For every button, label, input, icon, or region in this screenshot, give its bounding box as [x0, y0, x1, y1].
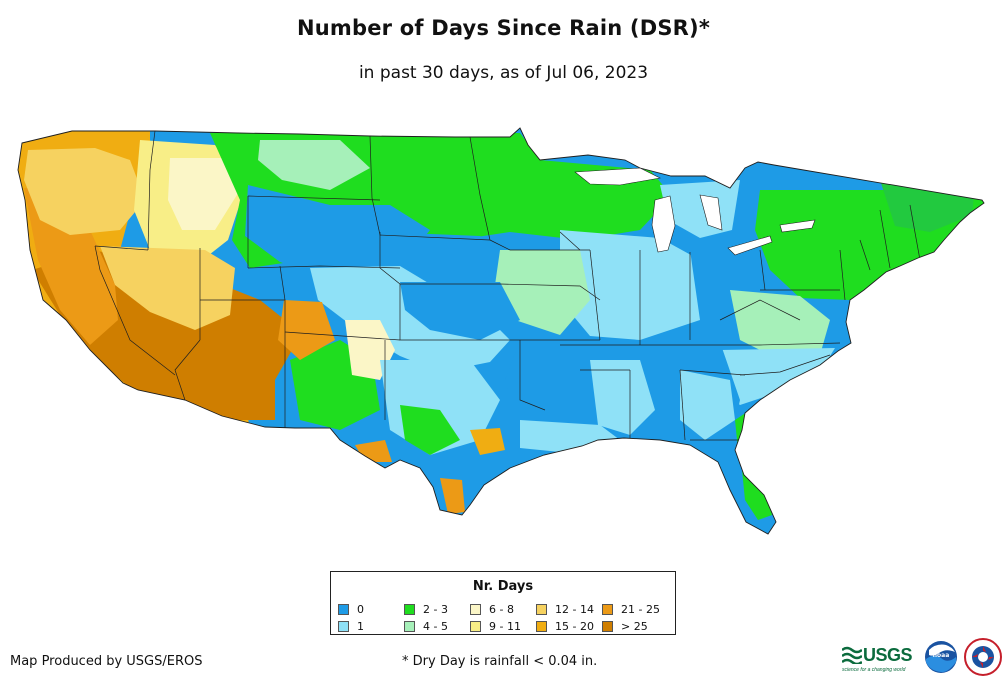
usgs-wave-icon — [842, 646, 862, 664]
georgia-green — [735, 410, 760, 460]
legend-title: Nr. Days — [472, 579, 534, 594]
lake-huron — [699, 194, 723, 231]
legend-item: 1 — [338, 618, 404, 635]
mid-atlantic-mixed — [730, 290, 830, 360]
new-mexico-dry-patch — [278, 300, 335, 360]
southern-plains-light-blue — [310, 266, 510, 372]
lake-superior — [574, 167, 661, 186]
legend-swatch — [338, 604, 349, 615]
svg-text:noaa: noaa — [933, 652, 950, 659]
map-title: Number of Days Since Rain (DSR)* — [296, 16, 711, 40]
dsr-raster-layer — [18, 128, 984, 534]
legend-item: 21 - 25 — [602, 601, 668, 618]
alabama-light-blue — [680, 370, 735, 440]
lake-erie — [727, 235, 773, 256]
state-boundaries — [94, 130, 921, 441]
legend-item: 6 - 8 — [470, 601, 536, 618]
map-producer-credit: Map Produced by USGS/EROS — [10, 654, 203, 669]
legend-swatch — [536, 604, 547, 615]
legend-label: 21 - 25 — [621, 603, 660, 616]
florida-blue — [700, 440, 776, 534]
legend-label: 15 - 20 — [555, 620, 594, 633]
florida-green — [742, 470, 772, 520]
usgs-tagline: science for a changing world — [842, 667, 906, 673]
california-coast-dry-region — [24, 188, 118, 345]
map-subtitle: in past 30 days, as of Jul 06, 2023 — [358, 63, 649, 83]
legend-swatch — [470, 621, 481, 632]
legend-label: 6 - 8 — [489, 603, 514, 616]
legend-label: 1 — [357, 620, 364, 633]
legend-item: 0 — [338, 601, 404, 618]
noaa-logo-icon: noaa — [925, 641, 957, 673]
iowa-light-green — [495, 250, 590, 335]
legend-swatch — [602, 621, 613, 632]
legend-swatch — [536, 621, 547, 632]
carolinas-light-blue — [715, 348, 835, 405]
northern-plains-light-green — [258, 140, 370, 190]
legend-label: > 25 — [621, 620, 648, 633]
nevada-utah-dry-region — [100, 246, 235, 330]
national-weather-service-logo-icon — [964, 638, 1002, 676]
legend-item: > 25 — [602, 618, 668, 635]
legend-label: 4 - 5 — [423, 620, 448, 633]
legend-swatch — [404, 604, 415, 615]
legend-grid: 0 1 2 - 3 4 - 5 6 - 8 9 - 11 12 - 14 15 — [338, 601, 668, 635]
legend-item: 9 - 11 — [470, 618, 536, 635]
legend-swatch — [338, 621, 349, 632]
legend-item: 12 - 14 — [536, 601, 602, 618]
legend-swatch — [404, 621, 415, 632]
mississippi-light-blue — [590, 360, 655, 435]
midwest-light-blue — [560, 230, 700, 340]
legend-swatch — [602, 604, 613, 615]
legend-label: 2 - 3 — [423, 603, 448, 616]
legend-item: 2 - 3 — [404, 601, 470, 618]
kansas-blue — [400, 282, 520, 340]
legend-label: 12 - 14 — [555, 603, 594, 616]
legend-swatch — [470, 604, 481, 615]
legend-label: 9 - 11 — [489, 620, 521, 633]
usgs-wordmark: USGS — [863, 645, 913, 665]
south-texas-dry-patch — [440, 478, 465, 514]
central-rockies-light-yellow — [168, 158, 240, 230]
usgs-logo: USGS science for a changing world — [842, 644, 922, 674]
oregon-washington-dry-region — [24, 148, 145, 235]
texas-coast-dry-patch — [470, 428, 505, 455]
lake-ontario — [779, 219, 816, 233]
legend: Nr. Days 0 1 2 - 3 4 - 5 6 - 8 9 - 11 12 — [330, 571, 676, 635]
texas-green-patches — [400, 405, 460, 455]
legend-item: 15 - 20 — [536, 618, 602, 635]
legend-item: 4 - 5 — [404, 618, 470, 635]
dry-day-footnote: * Dry Day is rainfall < 0.04 in. — [402, 654, 598, 669]
lake-michigan — [651, 195, 676, 253]
legend-label: 0 — [357, 603, 364, 616]
agency-logos: USGS science for a changing world noaa — [842, 638, 1007, 678]
